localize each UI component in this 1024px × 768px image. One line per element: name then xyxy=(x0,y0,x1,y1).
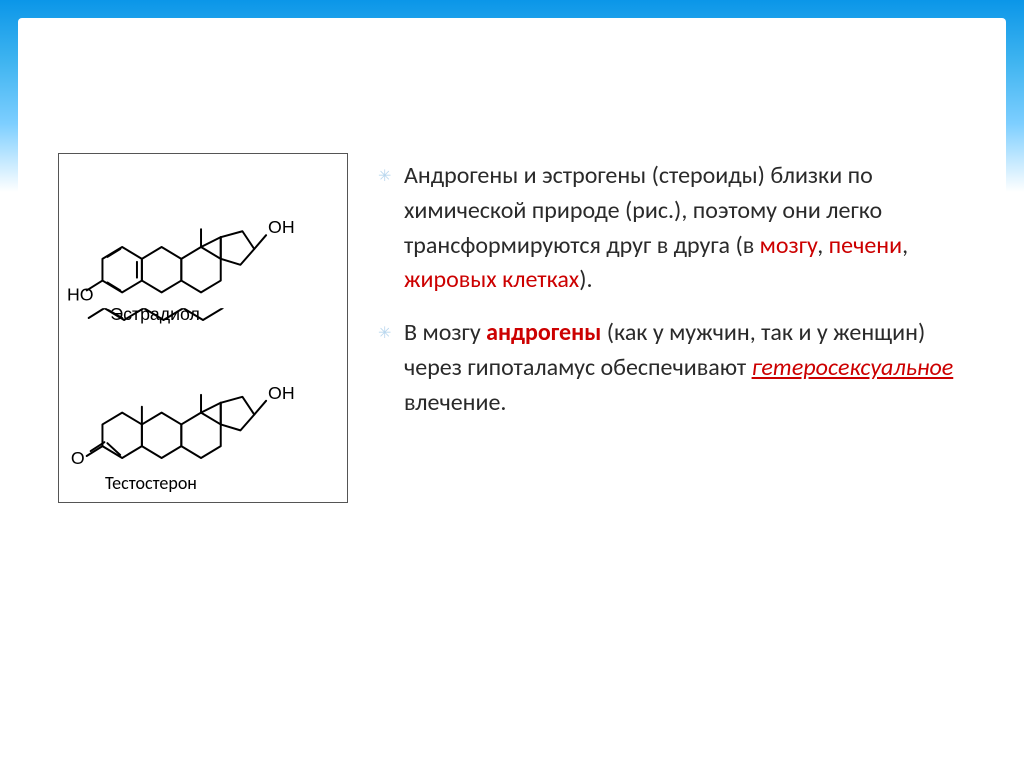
estradiol-label: Эстрадиол xyxy=(110,304,200,324)
testosterone-caption: Тестостерон xyxy=(65,470,341,496)
bullet-segment: андрогены xyxy=(486,318,601,347)
oh-label-2: OH xyxy=(268,383,295,403)
chemical-structures-figure: OH HO Эстрадиол xyxy=(58,153,348,503)
ho-label: HO xyxy=(67,284,94,304)
bullet-segment: ). xyxy=(579,265,592,294)
bullet-1: Андрогены и эстрогены (стероиды) близки … xyxy=(378,159,966,298)
slide: Химия половых гормонов xyxy=(0,0,1024,768)
bullet-segment: мозгу xyxy=(760,231,818,260)
bullet-segment: , xyxy=(902,231,908,260)
content-row: OH HO Эстрадиол xyxy=(58,153,966,503)
bullet-segment: гетеросексуальное xyxy=(752,353,954,382)
bullet-segment: влечение. xyxy=(404,388,506,417)
bullet-2: В мозгу андрогены (как у мужчин, так и у… xyxy=(378,316,966,420)
bullet-segment: В мозгу xyxy=(404,318,486,347)
bullet-segment: печени xyxy=(829,231,902,260)
slide-inner: Химия половых гормонов xyxy=(18,18,1006,750)
bullet-list: Андрогены и эстрогены (стероиды) близки … xyxy=(378,153,966,439)
oh-label-1: OH xyxy=(268,217,295,237)
bullet-segment: , xyxy=(817,231,828,260)
bullet-segment: жировых клетках xyxy=(404,265,579,294)
o-label: O xyxy=(71,448,85,468)
molecules-svg: OH HO Эстрадиол xyxy=(65,160,341,476)
slide-title: Химия половых гормонов xyxy=(58,76,966,113)
